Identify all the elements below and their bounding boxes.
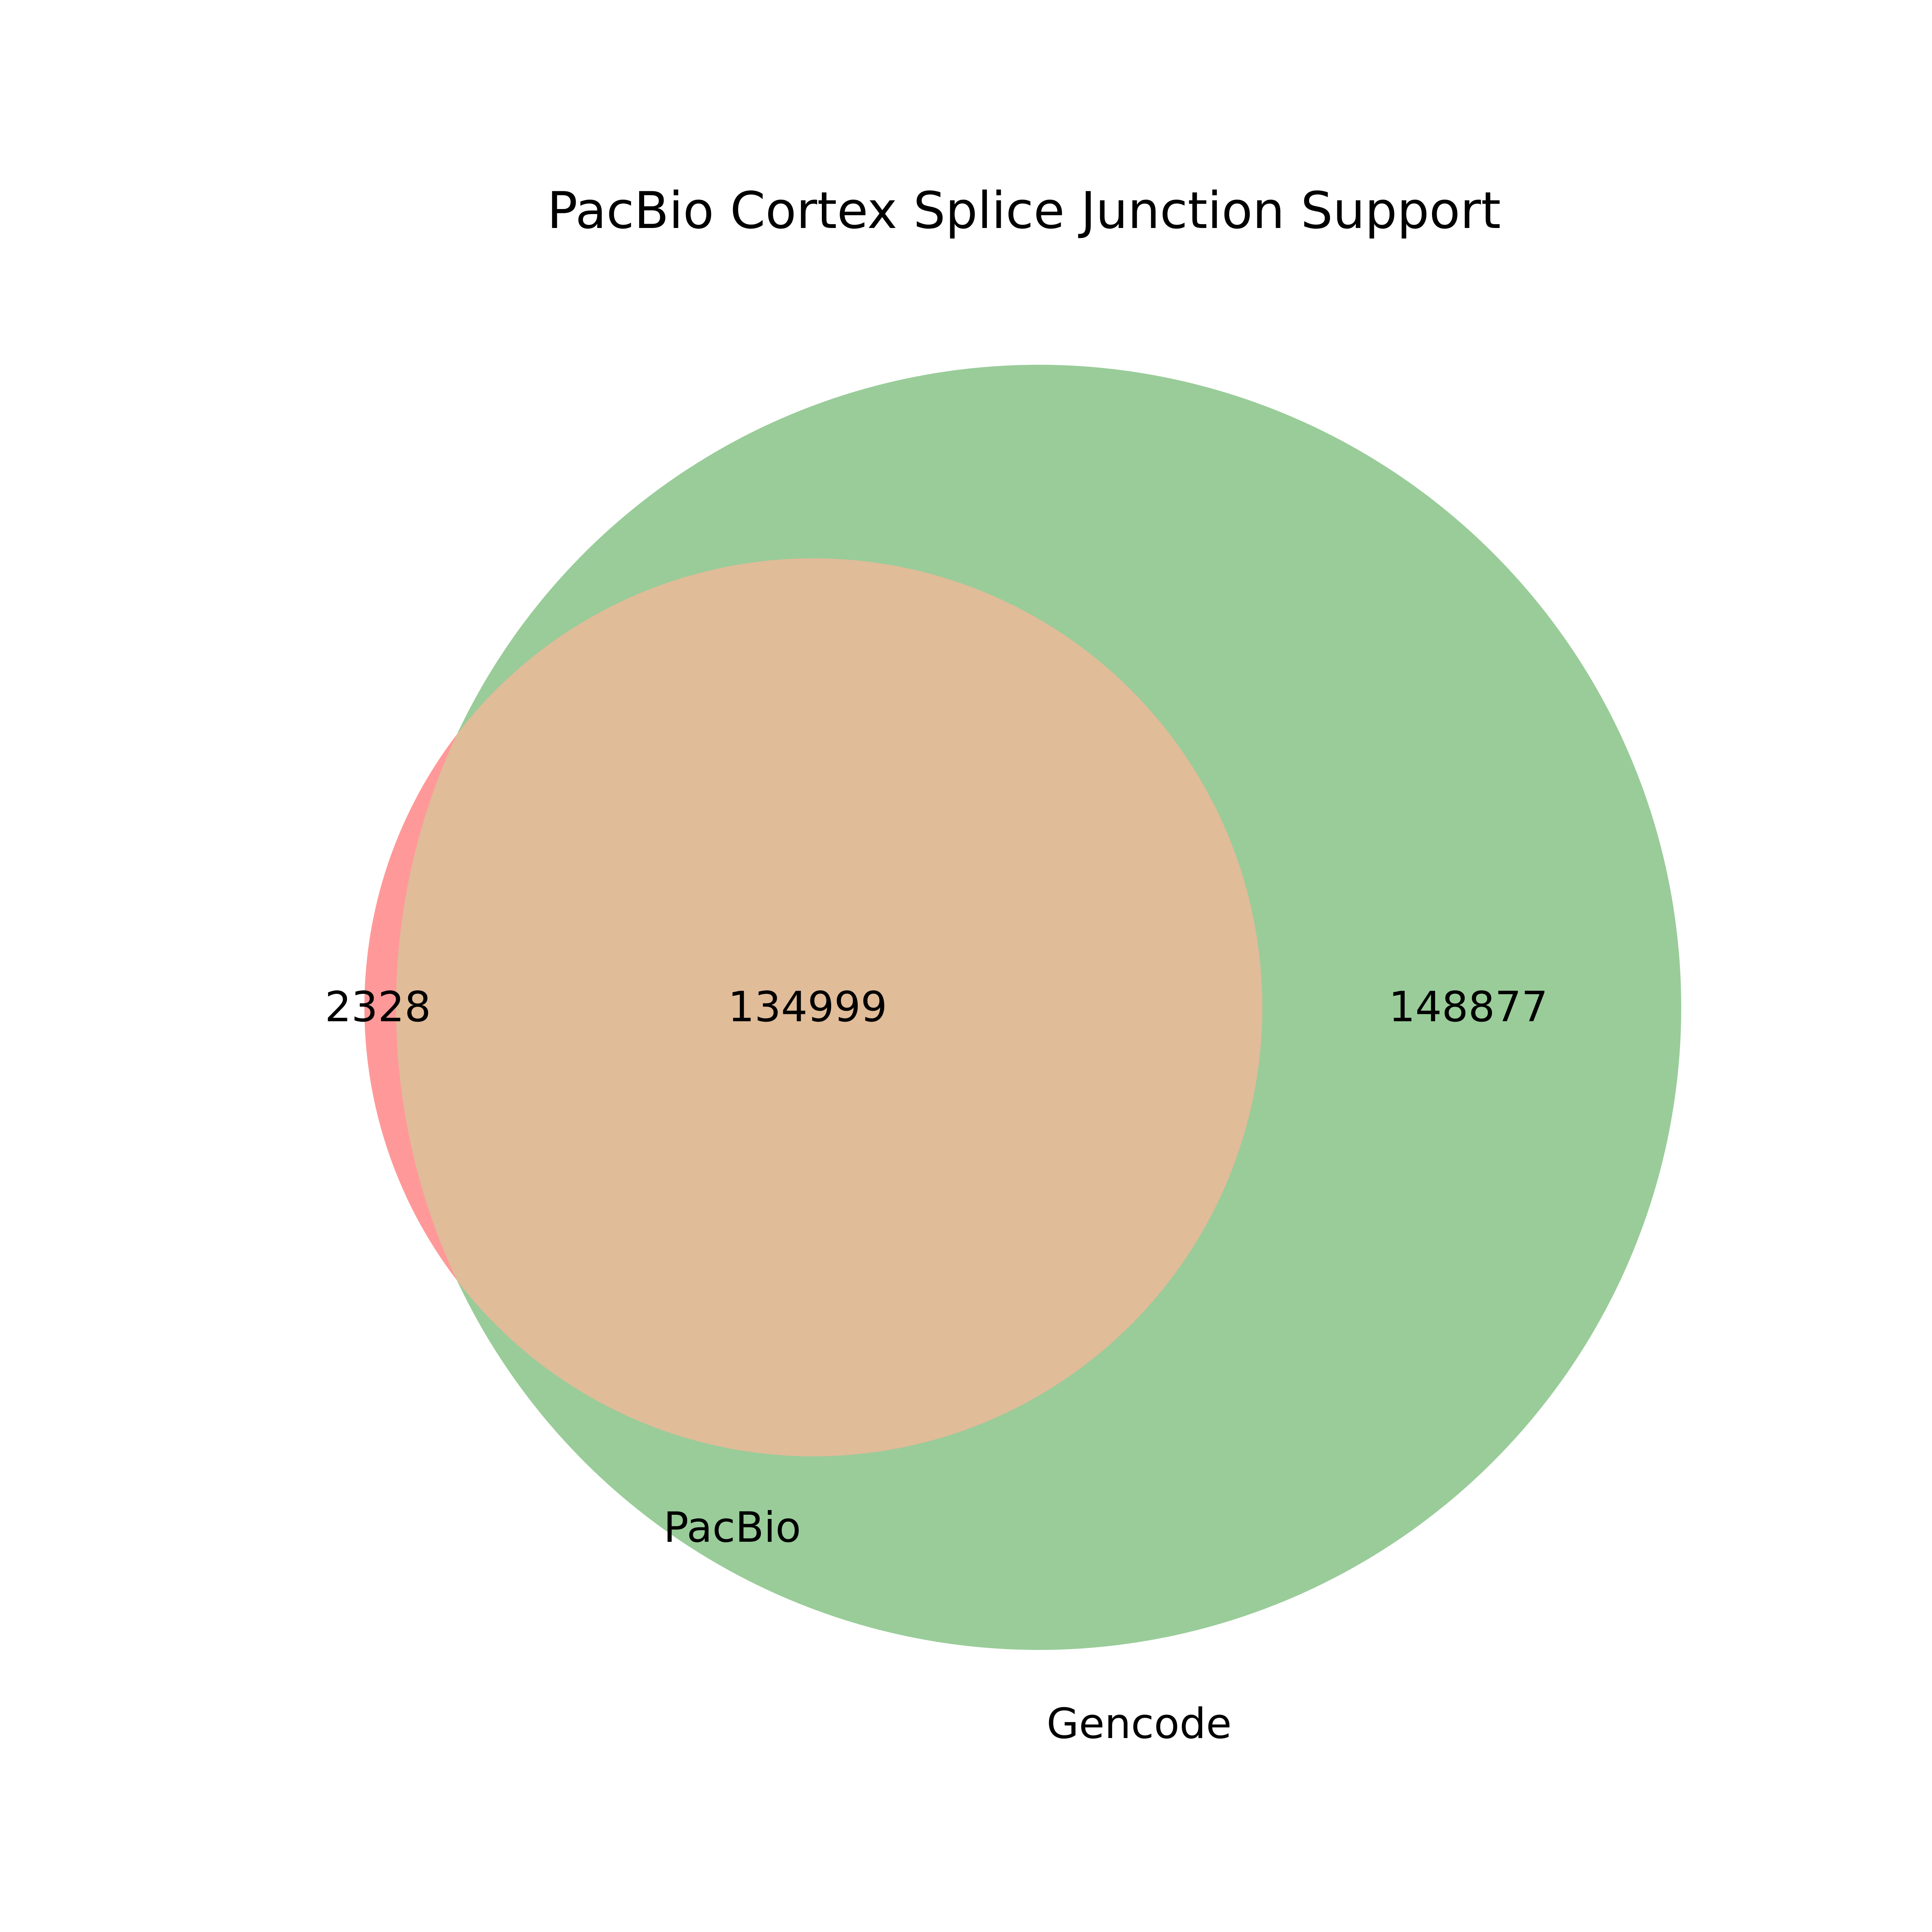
pacbio-label: PacBio (663, 1503, 801, 1552)
overlap-count: 134999 (728, 983, 887, 1031)
pacbio-only-count: 2328 (325, 983, 431, 1031)
gencode-label: Gencode (1046, 1700, 1231, 1748)
diagram-title: PacBio Cortex Splice Junction Support (547, 181, 1501, 240)
gencode-only-count: 148877 (1389, 983, 1548, 1031)
overlap-region (396, 558, 1262, 1456)
